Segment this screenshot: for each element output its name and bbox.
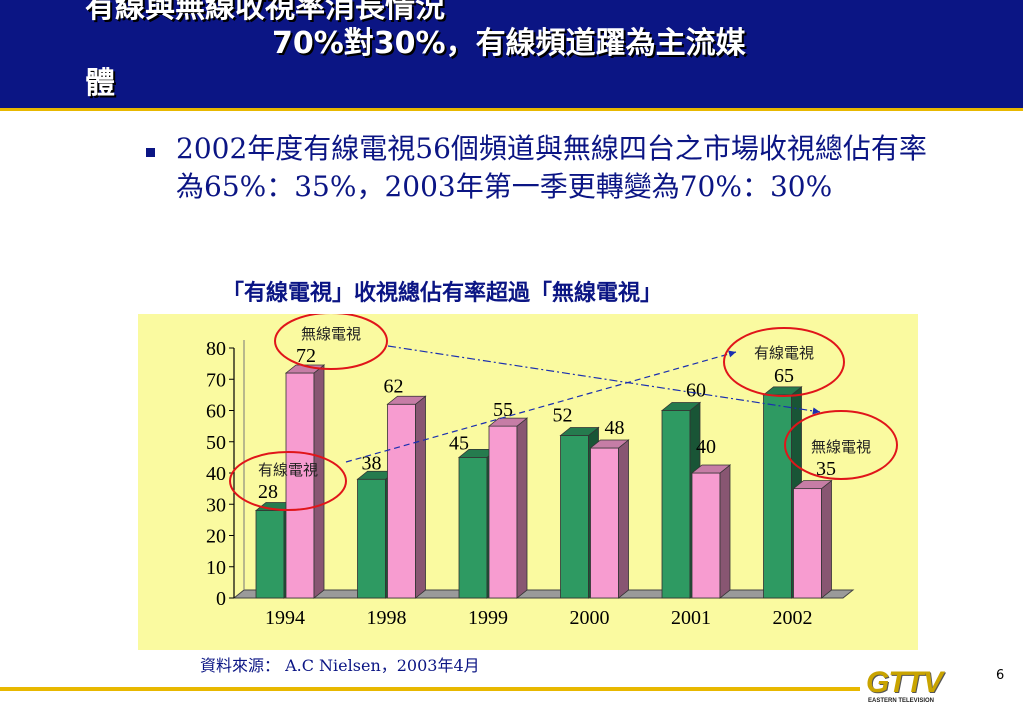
- annotation-value: 72: [296, 345, 316, 367]
- source-note: 資料來源： A.C Nielsen，2003年4月: [200, 656, 480, 675]
- data-label: 40: [696, 436, 716, 458]
- x-category-label: 1999: [468, 607, 508, 629]
- data-label: 45: [449, 432, 469, 454]
- bar-cable: [763, 394, 792, 599]
- terrestrial-trend-arrow: [387, 345, 821, 415]
- y-tick-label: 30: [206, 494, 226, 516]
- annotation-label: 無線電視: [301, 325, 361, 343]
- bar-top: [386, 395, 427, 405]
- title-banner: [0, 0, 1023, 108]
- logo-subtitle: EASTERN TELEVISION: [868, 698, 935, 704]
- data-label: 38: [362, 452, 382, 474]
- y-tick-label: 40: [206, 463, 226, 485]
- y-tick-label: 0: [216, 588, 226, 610]
- title-divider: [0, 108, 1023, 111]
- bar-side: [415, 395, 426, 599]
- y-tick-label: 70: [206, 369, 226, 391]
- y-tick-label: 20: [206, 526, 226, 548]
- bar-side: [719, 464, 731, 599]
- bar-cable: [255, 510, 285, 599]
- bar-top: [792, 480, 833, 490]
- x-category-label: 2002: [773, 607, 813, 629]
- bullet-marker: [146, 148, 155, 157]
- annotation-label: 有線電視: [754, 344, 814, 362]
- bar-top: [762, 386, 803, 396]
- data-label: 52: [553, 405, 573, 427]
- bar-cable: [357, 478, 386, 599]
- bar-cable: [458, 456, 488, 599]
- highlight-ellipse: [229, 451, 347, 511]
- bullet-text: 2002年度有線電視56個頻道與無線四台之市場收視總佔有率為65%：35%，20…: [176, 132, 927, 203]
- cable-trend-arrow: [345, 350, 737, 463]
- bar-side: [313, 364, 325, 599]
- chart-floor: [232, 589, 855, 599]
- highlight-ellipse: [784, 410, 898, 480]
- chart-title: 「有線電視」收視總佔有率超過「無線電視」: [222, 280, 663, 306]
- page-number: 6: [996, 668, 1005, 683]
- annotation-value: 35: [816, 458, 836, 480]
- bar-cable: [560, 435, 589, 599]
- y-tick-label: 80: [206, 338, 226, 360]
- x-category-label: 1994: [265, 607, 305, 629]
- bar-side: [516, 417, 528, 599]
- bar-terrestrial: [590, 447, 619, 599]
- y-tick-label: 60: [206, 401, 226, 423]
- footer-divider: [0, 687, 860, 691]
- bar-top: [559, 427, 600, 436]
- y-tick-label: 10: [206, 557, 226, 579]
- highlight-ellipse: [274, 314, 388, 370]
- data-label: 48: [605, 417, 625, 439]
- bar-chart: 0 10 20 30 40 50 60 70 80 1994 1998 1999 2000 2001 200…: [206, 314, 898, 629]
- data-label: 55: [493, 399, 513, 421]
- data-label: 62: [384, 375, 404, 397]
- page-title-line-2: 體: [85, 66, 115, 101]
- x-category-label: 2001: [671, 607, 711, 629]
- page-title-line-0: 有線與無線收視率消長情況: [85, 0, 445, 25]
- bar-top: [487, 417, 529, 427]
- bar-side: [821, 479, 832, 599]
- bar-terrestrial: [793, 488, 822, 599]
- highlight-ellipse: [723, 327, 845, 397]
- annotation-label: 有線電視: [258, 461, 318, 479]
- x-category-label: 1998: [367, 607, 407, 629]
- bar-side: [618, 439, 629, 599]
- logo-wordmark: GTTV: [866, 666, 943, 699]
- bar-top: [690, 464, 732, 474]
- bar-terrestrial: [488, 425, 518, 599]
- bar-top: [660, 402, 702, 411]
- annotation-value: 28: [258, 481, 278, 503]
- ettv-logo: GTTV EASTERN TELEVISION: [866, 666, 966, 706]
- y-tick-label: 50: [206, 432, 226, 454]
- annotation-label: 無線電視: [811, 438, 871, 456]
- page-title-line-1: 70%對30%，有線頻道躍為主流媒: [272, 26, 746, 61]
- bar-top: [589, 439, 630, 449]
- annotation-value: 65: [774, 365, 794, 387]
- x-category-label: 2000: [570, 607, 610, 629]
- bar-terrestrial: [285, 372, 315, 599]
- bar-terrestrial: [691, 472, 721, 599]
- bar-terrestrial: [387, 403, 416, 599]
- data-label: 60: [686, 380, 706, 402]
- bar-cable: [661, 410, 691, 599]
